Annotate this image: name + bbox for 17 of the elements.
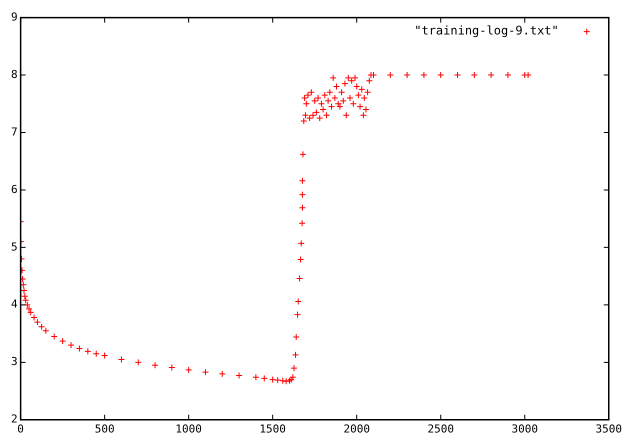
x-tick-label: 3500 xyxy=(596,422,622,436)
x-tick-label: 2500 xyxy=(427,422,454,436)
x-tick-label: 1500 xyxy=(259,422,286,436)
x-tick-label: 2000 xyxy=(343,422,370,436)
x-tick-label: 0 xyxy=(17,422,24,436)
x-tick-label: 3000 xyxy=(511,422,538,436)
y-tick-label: 9 xyxy=(11,10,18,24)
y-tick-label: 2 xyxy=(11,412,18,426)
legend-label: "training-log-9.txt" xyxy=(414,24,559,38)
x-tick-label: 1000 xyxy=(175,422,202,436)
y-tick-label: 6 xyxy=(11,182,18,196)
y-tick-label: 3 xyxy=(11,355,18,368)
y-tick-label: 7 xyxy=(11,125,18,138)
y-tick-label: 5 xyxy=(11,240,18,254)
y-tick-label: 4 xyxy=(11,298,18,311)
x-tick-label: 500 xyxy=(94,422,115,436)
y-tick-label: 8 xyxy=(11,68,18,81)
